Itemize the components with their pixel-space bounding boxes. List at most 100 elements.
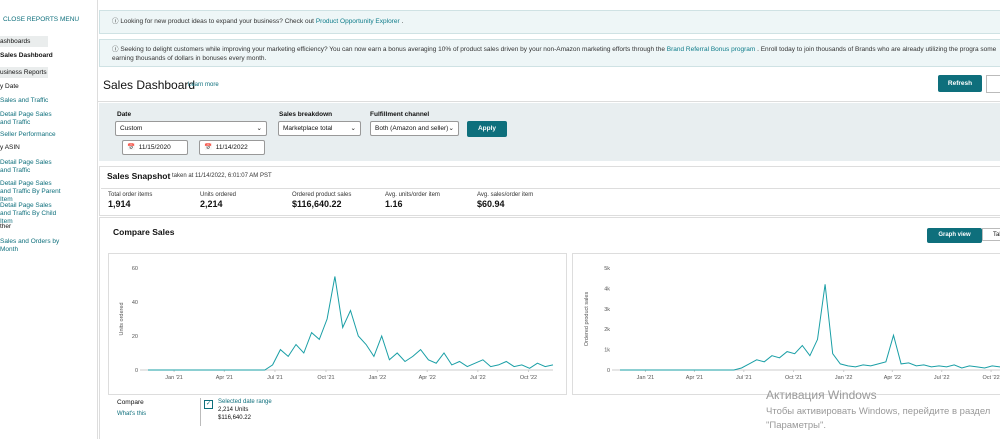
banner-link[interactable]: Brand Referral Bonus program [666,46,756,53]
banner-text: . Enroll today to join thousands of Bran… [112,46,997,62]
watermark: Чтобы активировать Windows, перейдите в … [766,406,991,417]
graph-view-tab[interactable]: Graph view [927,228,982,243]
sidebar-group: y Date [0,83,19,90]
sidebar-group: ther [0,223,12,230]
sidebar-group: y ASIN [0,144,20,151]
y-tick-label: 5k [604,266,610,272]
x-tick-label: Oct '21 [317,375,334,381]
y-tick-label: 1k [604,348,610,354]
x-tick-label: Jan '22 [369,375,387,381]
sidebar-item[interactable]: Sales Dashboard [0,52,53,59]
x-tick-label: Apr '22 [884,375,901,381]
table-view-tab[interactable]: Tal [982,228,1000,241]
watermark: "Параметры". [766,420,827,431]
x-tick-label: Jul '21 [736,375,752,381]
x-tick-label: Apr '21 [686,375,703,381]
snapshot-title: Sales Snapshot [107,171,171,181]
divider [200,398,201,426]
refresh-button[interactable]: Refresh [938,75,982,92]
metric-value: 2,214 [200,199,223,209]
divider [97,101,1000,102]
date-text: 11/15/2020 [138,144,171,151]
breakdown-select[interactable]: Marketplace total ⌄ [278,121,361,136]
x-tick-label: Jul '22 [934,375,950,381]
metric-label: Avg. sales/order item [477,192,534,198]
date-select[interactable]: Custom ⌄ [115,121,267,136]
filter-label: Sales breakdown [279,111,333,118]
x-tick-label: Apr '22 [419,375,436,381]
x-tick-label: Jul '22 [470,375,486,381]
metric-value: 1.16 [385,199,403,209]
banner-link[interactable]: Product Opportunity Explorer [315,18,400,25]
banner-text: . [401,18,404,25]
banner: ⓘ Seeking to delight customers while imp… [99,39,1000,67]
select-value: Marketplace total [283,125,333,132]
metric-label: Units ordered [200,192,237,198]
x-tick-label: Jan '21 [165,375,183,381]
x-tick-label: Oct '22 [520,375,537,381]
y-axis-label: Ordered product sales [584,292,590,347]
checkbox[interactable]: ✓ [204,400,213,409]
banner: ⓘ Looking for new product ideas to expan… [99,10,1000,34]
sidebar-item[interactable]: Seller Performance [0,131,56,138]
y-tick-label: 4k [604,286,610,292]
x-tick-label: Oct '21 [785,375,802,381]
close-menu[interactable]: CLOSE REPORTS MENU [3,16,80,23]
watermark: Активация Windows [766,388,877,402]
metric-label: Ordered product sales [292,192,352,198]
y-tick-label: 0 [607,368,610,374]
banner-text: Looking for new product ideas to expand … [120,18,314,25]
x-tick-label: Oct '22 [982,375,999,381]
select-value: Both (Amazon and seller) [375,125,449,132]
button[interactable] [986,75,1000,93]
metric-label: Avg. units/order item [385,192,440,198]
data-line [148,276,554,371]
sidebar-item[interactable]: Detail Page Sales and Traffic [0,159,52,174]
date-to[interactable]: 📅 11/14/2022 [199,140,265,155]
sidebar-item[interactable]: Detail Page Sales and Traffic By Child I… [0,202,57,225]
learn-more[interactable]: Learn more [188,82,219,88]
metric-value: 1,914 [108,199,131,209]
chart-frame [572,253,1000,395]
y-tick-label: 60 [132,266,138,272]
metric-value: $116,640.22 [292,199,342,209]
select-value: Custom [120,125,143,132]
sidebar-section: ashboards [0,36,48,47]
range-label: Selected date range [218,399,272,405]
sidebar-item[interactable]: Detail Page Sales and Traffic By Parent … [0,180,61,203]
y-tick-label: 3k [604,307,610,313]
reports-sidebar: CLOSE REPORTS MENU ashboards Sales Dashb… [0,0,98,439]
metric-value: $60.94 [477,199,505,209]
compare-title: Compare Sales [113,227,175,237]
metric-label: Total order items [108,192,153,198]
range-sales: $116,640.22 [218,415,251,421]
y-tick-label: 0 [135,368,138,374]
y-axis-label: Units ordered [119,302,125,335]
fulfillment-select[interactable]: Both (Amazon and seller) ⌄ [370,121,459,136]
snapshot-time: taken at 11/14/2022, 6:01:07 AM PST [172,173,272,179]
whats-this[interactable]: What's this [117,411,147,417]
filter-label: Date [117,111,132,118]
date-text: 11/14/2022 [215,144,248,151]
filter-label: Fulfillment channel [370,111,430,118]
compare-panel [99,217,1000,439]
snapshot-panel [99,166,1000,216]
banner-text: Seeking to delight customers while impro… [120,46,665,53]
sidebar-item[interactable]: Sales and Traffic [0,97,49,104]
page-title: Sales Dashboard [103,78,196,92]
y-tick-label: 20 [132,334,138,340]
apply-button[interactable]: Apply [467,121,507,137]
sidebar-section: usiness Reports [0,67,48,78]
x-tick-label: Jan '21 [637,375,655,381]
x-tick-label: Jul '21 [267,375,283,381]
date-from[interactable]: 📅 11/15/2020 [122,140,188,155]
divider [101,188,1000,189]
sidebar-item[interactable]: Sales and Orders by Month [0,238,60,253]
sidebar-item[interactable]: Detail Page Sales and Traffic [0,111,52,126]
x-tick-label: Jan '22 [835,375,853,381]
y-tick-label: 40 [132,300,138,306]
x-tick-label: Apr '21 [216,375,233,381]
chart-frame [108,253,567,395]
